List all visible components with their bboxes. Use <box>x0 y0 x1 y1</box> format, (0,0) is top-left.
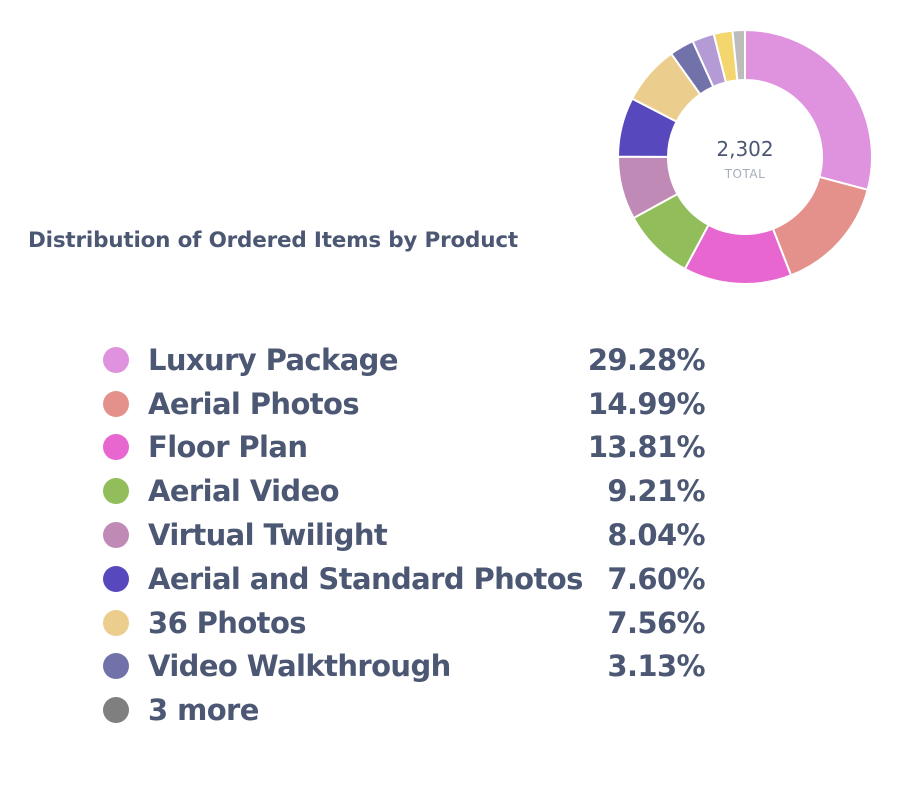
legend-percent: 9.21% <box>607 474 705 509</box>
legend-percent: 29.28% <box>587 342 706 377</box>
legend-label: Aerial Photos <box>148 386 360 421</box>
chart-title: Distribution of Ordered Items by Product <box>28 228 518 253</box>
legend-label: Aerial and Standard Photos <box>148 561 583 596</box>
legend-color-dot <box>103 565 129 592</box>
legend-color-dot <box>103 697 129 724</box>
legend-color-dot <box>103 390 129 417</box>
legend-item[interactable]: Aerial Photos 14.99% <box>103 382 713 426</box>
legend-label: 36 Photos <box>148 605 307 640</box>
legend-percent: 8.04% <box>607 518 705 553</box>
legend-label: Video Walkthrough <box>148 649 451 684</box>
donut-slices <box>616 28 873 285</box>
legend-item[interactable]: Aerial and Standard Photos 7.60% <box>103 557 713 601</box>
donut-slice-more-3[interactable] <box>731 28 746 82</box>
legend-percent: 7.60% <box>607 561 705 596</box>
legend-percent: 13.81% <box>587 430 706 465</box>
legend-color-dot <box>103 522 129 549</box>
legend-percent: 7.56% <box>607 605 705 640</box>
legend-item[interactable]: 36 Photos 7.56% <box>103 601 713 645</box>
legend-item[interactable]: 3 more <box>103 688 713 732</box>
legend-item[interactable]: Virtual Twilight 8.04% <box>103 513 713 557</box>
legend-percent: 3.13% <box>607 649 705 684</box>
legend-color-dot <box>103 434 129 461</box>
legend-label: Luxury Package <box>148 342 399 377</box>
chart-legend: Luxury Package 29.28% Aerial Photos 14.99% F… <box>103 338 713 732</box>
donut-total-label: TOTAL <box>724 167 766 181</box>
donut-chart: 2,302 TOTAL <box>616 28 873 285</box>
legend-item[interactable]: Luxury Package 29.28% <box>103 338 713 382</box>
legend-color-dot <box>103 346 129 373</box>
donut-slice-luxury-package[interactable] <box>744 28 873 192</box>
legend-label: Virtual Twilight <box>148 518 388 553</box>
legend-color-dot <box>103 653 129 680</box>
legend-label: 3 more <box>148 693 259 728</box>
legend-color-dot <box>103 609 129 636</box>
legend-color-dot <box>103 478 129 505</box>
legend-percent: 14.99% <box>587 386 706 421</box>
donut-total-value: 2,302 <box>716 137 773 161</box>
legend-label: Aerial Video <box>148 474 340 509</box>
legend-item[interactable]: Video Walkthrough 3.13% <box>103 645 713 689</box>
legend-label: Floor Plan <box>148 430 308 465</box>
legend-item[interactable]: Floor Plan 13.81% <box>103 426 713 470</box>
legend-item[interactable]: Aerial Video 9.21% <box>103 469 713 513</box>
donut-slice-aerial-photos[interactable] <box>771 175 869 277</box>
